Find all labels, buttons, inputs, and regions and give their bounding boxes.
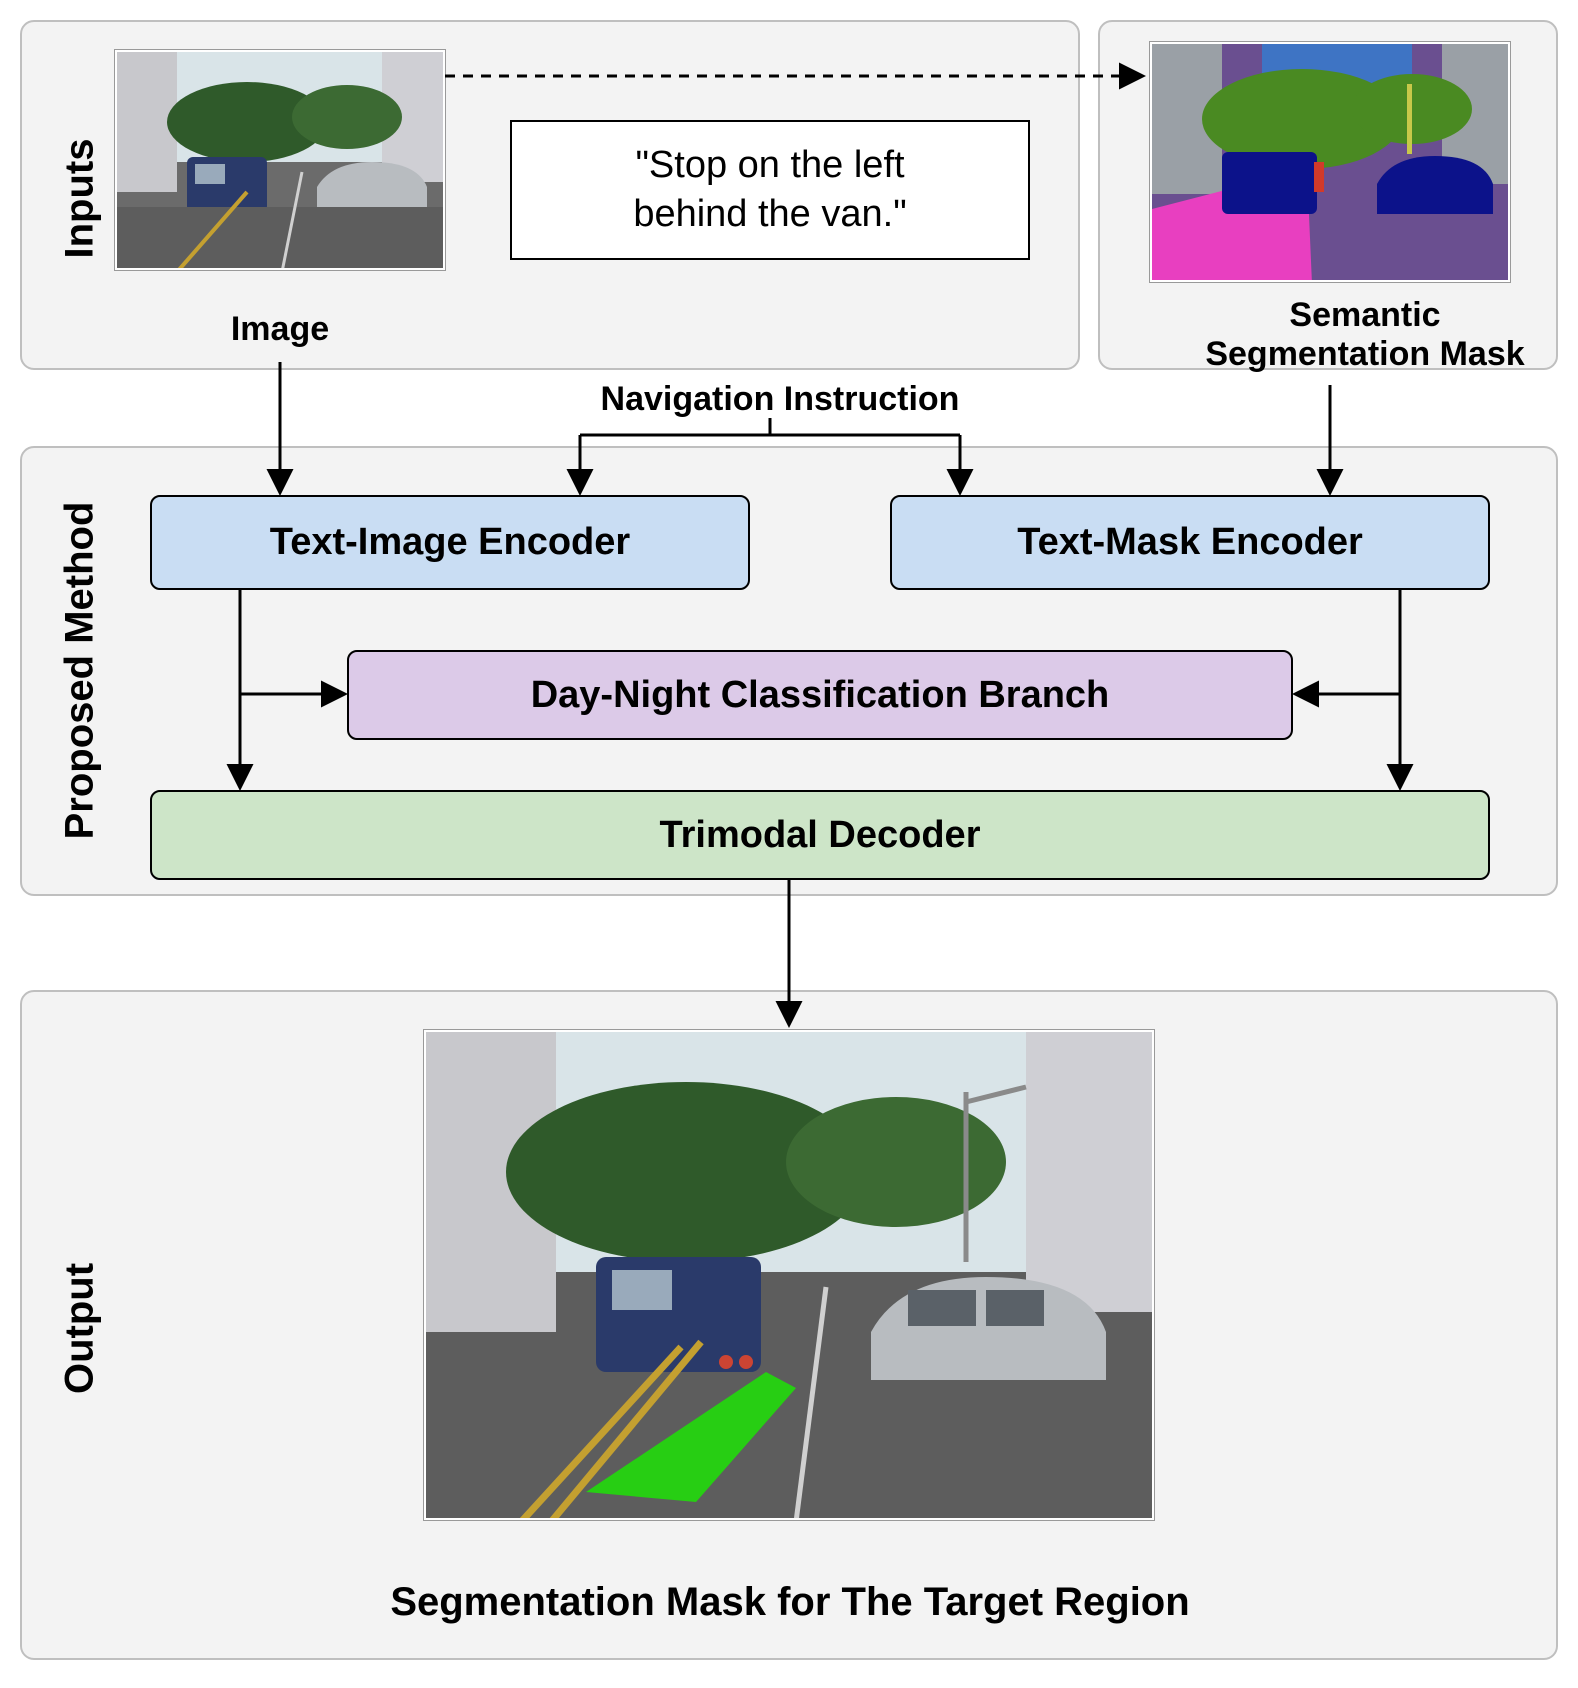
semseg-thumb	[1150, 42, 1510, 282]
text-mask-encoder: Text-Mask Encoder	[890, 495, 1490, 590]
section-label-output: Output	[58, 1209, 103, 1449]
daynight-branch: Day-Night Classification Branch	[347, 650, 1293, 740]
section-label-inputs: Inputs	[58, 99, 103, 299]
diagram-root: Inputs Proposed Method Output "Stop on t…	[10, 10, 1568, 1678]
section-label-method: Proposed Method	[58, 471, 103, 871]
caption-output: Segmentation Mask for The Target Region	[320, 1580, 1260, 1625]
instruction-text: "Stop on the left behind the van."	[633, 141, 906, 240]
input-image-thumb	[115, 50, 445, 270]
caption-image: Image	[210, 310, 350, 349]
caption-instruction: Navigation Instruction	[500, 380, 1060, 419]
output-image-thumb	[424, 1030, 1154, 1520]
trimodal-decoder-label: Trimodal Decoder	[660, 814, 981, 857]
text-image-encoder: Text-Image Encoder	[150, 495, 750, 590]
trimodal-decoder: Trimodal Decoder	[150, 790, 1490, 880]
caption-semseg: Semantic Segmentation Mask	[1175, 296, 1555, 374]
text-image-encoder-label: Text-Image Encoder	[270, 521, 630, 564]
daynight-branch-label: Day-Night Classification Branch	[531, 674, 1110, 717]
text-mask-encoder-label: Text-Mask Encoder	[1017, 521, 1363, 564]
instruction-box: "Stop on the left behind the van."	[510, 120, 1030, 260]
